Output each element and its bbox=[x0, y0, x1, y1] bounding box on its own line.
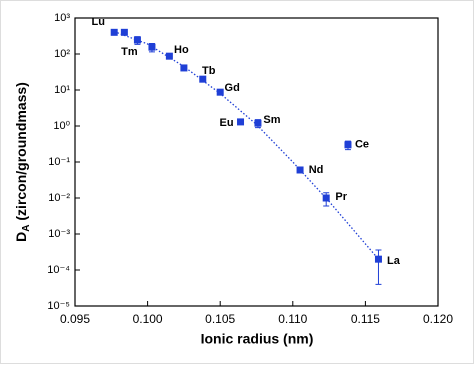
point bbox=[237, 118, 245, 126]
point bbox=[133, 36, 141, 44]
point bbox=[296, 166, 304, 174]
point bbox=[110, 28, 118, 36]
y-tick-label: 10⁻³ bbox=[48, 228, 70, 240]
point-label: Tb bbox=[202, 65, 216, 77]
point bbox=[148, 43, 156, 51]
y-label-main: D bbox=[13, 232, 29, 242]
point-label: Ce bbox=[355, 139, 369, 151]
point bbox=[254, 119, 262, 127]
x-tick-label: 0.115 bbox=[351, 312, 380, 326]
x-tick-label: 0.110 bbox=[278, 312, 307, 326]
point-label: Eu bbox=[219, 117, 233, 129]
y-tick-label: 10⁻² bbox=[48, 192, 70, 204]
x-tick-label: 0.120 bbox=[423, 312, 453, 326]
point bbox=[216, 88, 224, 96]
point bbox=[165, 52, 173, 60]
y-tick-label: 10⁻¹ bbox=[48, 156, 70, 168]
point bbox=[180, 64, 188, 72]
y-tick-label: 10³ bbox=[54, 12, 70, 24]
point bbox=[120, 28, 128, 36]
point bbox=[374, 255, 382, 263]
y-label-sub: A bbox=[21, 225, 32, 232]
point-label: Pr bbox=[335, 191, 347, 203]
point-label: Lu bbox=[91, 16, 104, 28]
y-tick-label: 10² bbox=[54, 48, 70, 60]
point bbox=[199, 75, 207, 83]
x-tick-label: 0.105 bbox=[205, 312, 235, 326]
y-tick-label: 10⁰ bbox=[53, 120, 70, 132]
point-label: Ho bbox=[174, 44, 189, 56]
y-tick-label: 10¹ bbox=[54, 84, 70, 96]
x-axis-label: Ionic radius (nm) bbox=[201, 331, 314, 347]
point bbox=[322, 194, 330, 202]
point-label: Nd bbox=[309, 164, 324, 176]
y-tick-label: 10⁻⁵ bbox=[47, 300, 70, 312]
y-axis-label: DA (zircon/groundmass) bbox=[13, 82, 32, 242]
point-label: Gd bbox=[225, 82, 240, 94]
x-tick-label: 0.095 bbox=[60, 312, 90, 326]
point-label: Tm bbox=[121, 46, 138, 58]
y-label-rest: (zircon/groundmass) bbox=[13, 82, 29, 224]
point-label: Sm bbox=[263, 114, 280, 126]
point-label: La bbox=[387, 255, 401, 267]
point bbox=[344, 141, 352, 149]
x-tick-label: 0.100 bbox=[133, 312, 163, 326]
y-tick-label: 10⁻⁴ bbox=[47, 264, 70, 276]
